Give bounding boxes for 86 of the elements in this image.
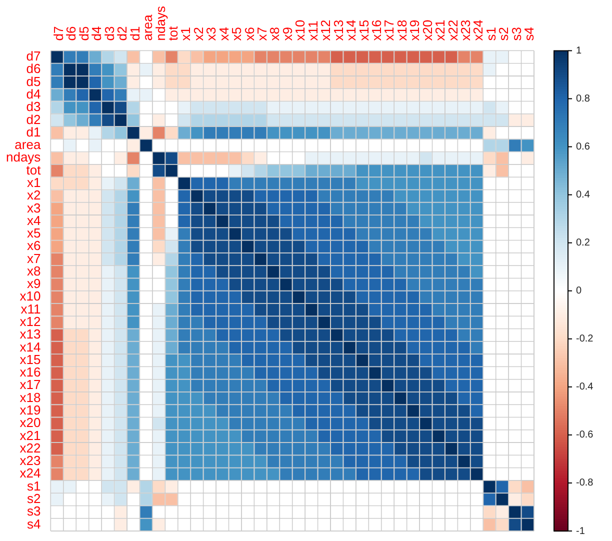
y-tick-label: x21 [20,428,41,443]
x-tick-label: x15 [356,20,372,41]
x-tick-label: x18 [394,20,410,41]
y-tick-label: x7 [26,250,41,266]
x-tick-label: x22 [445,20,460,41]
color-bar-label: -0.2 [576,334,594,345]
x-tick-label: d2 [114,26,130,41]
y-tick-label: x4 [26,212,41,228]
x-tick-label: d4 [89,26,104,41]
y-tick-label: x14 [20,339,41,354]
x-tick-label: s2 [496,26,512,41]
y-tick-label: d6 [26,61,41,76]
y-tick-label: x3 [26,200,41,216]
x-tick-label: s3 [508,26,524,41]
x-tick-label: x5 [229,26,244,41]
color-bar-label: -1 [576,526,586,537]
y-tick-label: d2 [26,112,41,127]
y-tick-label: s3 [26,504,41,519]
x-tick-label: x8 [267,26,282,41]
x-tick-label: ndays [152,6,168,41]
x-tick-label: d5 [76,26,92,41]
x-tick-label: d3 [102,26,117,41]
x-tick-label: x21 [432,20,448,41]
y-tick-label: x19 [20,402,41,418]
x-tick-label: x7 [254,26,270,41]
y-tick-label: x20 [20,415,41,430]
x-tick-label: x1 [178,26,194,41]
y-tick-label: s1 [26,478,41,494]
x-tick-label: x17 [382,20,397,41]
y-tick-label: x15 [20,352,41,367]
y-tick-label: x12 [20,314,41,330]
color-bar-label: 0.6 [576,142,590,152]
x-tick-label: tot [165,26,180,41]
y-tick-label: x18 [20,390,41,405]
x-tick-label: x16 [368,20,384,41]
x-tick-label: x14 [344,20,359,41]
y-tick-label: d3 [26,99,41,114]
color-bar-label: -0.8 [576,478,594,489]
y-tick-label: x9 [26,276,41,292]
y-tick-label: d7 [26,48,41,64]
x-tick-label: area [140,14,156,41]
y-tick-label: s2 [26,490,41,506]
x-tick-label: x13 [330,20,346,41]
x-tick-label: x23 [458,20,474,41]
color-bar-label: 1 [576,45,582,56]
x-tick-label: d7 [51,26,66,41]
x-tick-label: x9 [280,26,295,41]
color-bar-label: 0.2 [576,238,590,249]
x-tick-label: x11 [305,20,320,41]
y-tick-label: x24 [20,466,41,481]
y-tick-label: x1 [26,174,41,190]
y-tick-label: d4 [26,86,41,102]
x-tick-label: x24 [470,20,486,41]
x-tick-label: d1 [127,26,142,41]
y-tick-label: x17 [20,377,41,392]
color-bar-label: 0.8 [576,93,590,104]
y-tick-label: d1 [26,124,41,140]
y-tick-label: x10 [20,288,41,304]
y-tick-label: x6 [26,238,41,254]
y-tick-label: x11 [20,301,41,316]
color-bar-label: 0.4 [576,190,590,201]
x-tick-label: x12 [318,20,334,41]
y-tick-label: d5 [26,74,41,89]
color-bar-label: 0 [576,286,582,297]
x-tick-label: x3 [204,26,219,41]
y-tick-label: x13 [20,326,41,342]
x-tick-label: s4 [522,26,537,41]
y-tick-label: ndays [6,150,42,165]
y-tick-label: x8 [26,263,41,278]
y-tick-label: x5 [26,226,41,241]
x-tick-label: d6 [64,26,79,41]
x-tick-label: x10 [292,20,308,41]
color-bar-label: -0.6 [576,430,594,441]
color-bar-label: -0.4 [576,382,594,393]
x-tick-label: x6 [242,26,257,41]
x-tick-label: s1 [483,26,498,41]
y-tick-label: x16 [20,364,41,380]
y-tick-label: s4 [26,516,41,532]
x-tick-label: x4 [216,26,232,41]
y-tick-label: x2 [26,188,41,203]
x-tick-label: x20 [420,20,435,41]
y-tick-label: x23 [20,453,41,468]
y-tick-label: area [14,137,42,152]
x-tick-label: x19 [407,20,422,41]
y-tick-label: x22 [20,440,41,456]
x-tick-label: x2 [190,26,206,41]
